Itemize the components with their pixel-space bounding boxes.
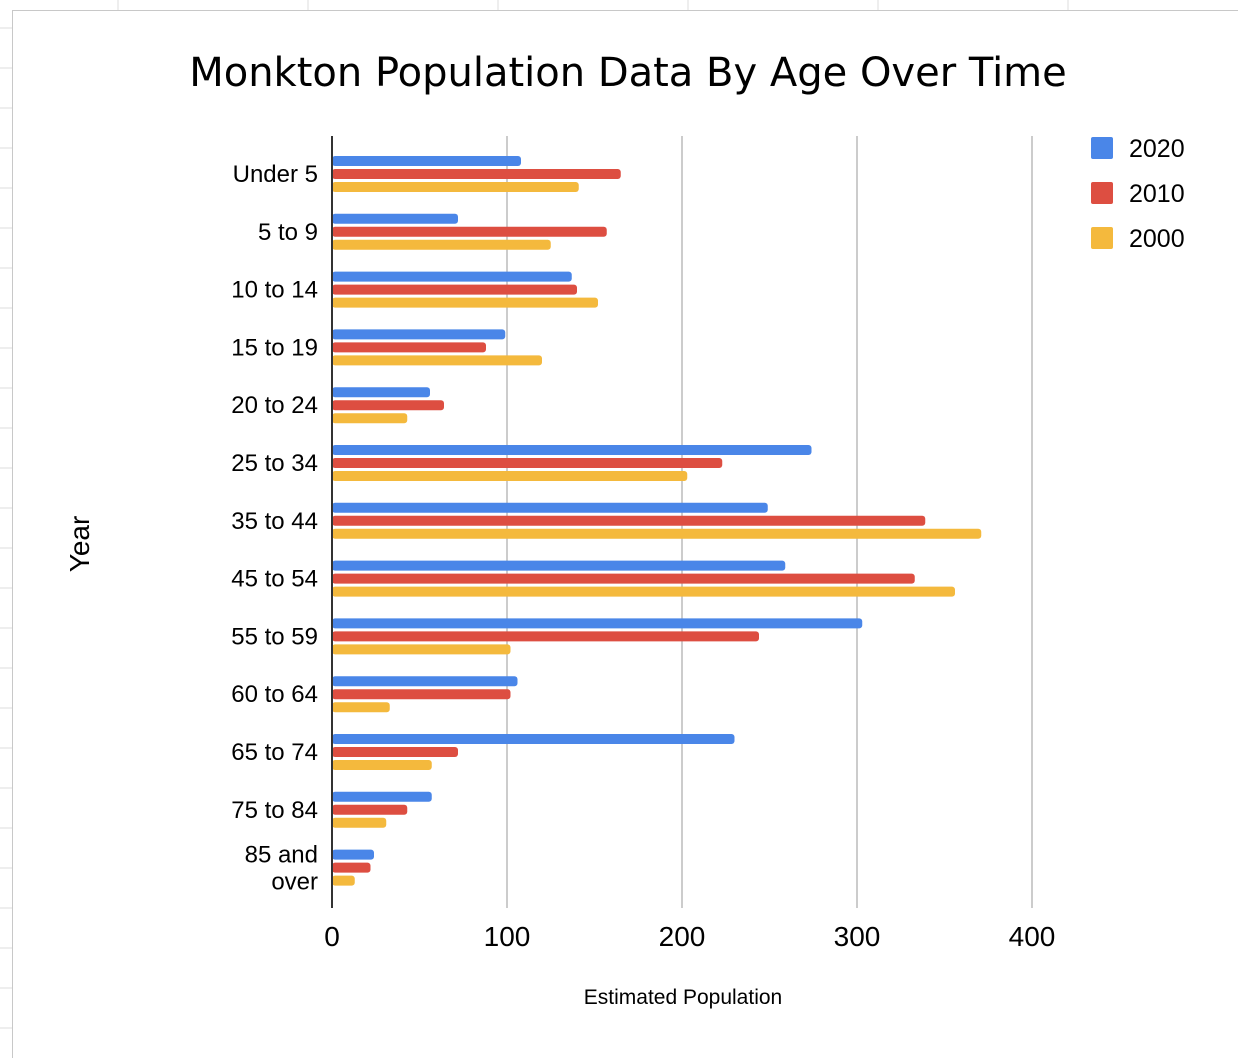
bar-2010-12[interactable] — [332, 862, 371, 873]
bar-2000-6[interactable] — [332, 528, 982, 539]
bar-2000-9[interactable] — [332, 702, 390, 713]
bar-2000-11[interactable] — [332, 817, 387, 828]
bar-2000-8[interactable] — [332, 644, 511, 655]
bar-2000-1[interactable] — [332, 239, 551, 250]
y-tick-labels: Under 5 5 to 9 10 to 14 15 to 19 20 to 24 25 … — [231, 161, 318, 896]
bar-2020-0[interactable] — [332, 156, 521, 166]
legend-swatch-2020 — [1091, 137, 1113, 159]
x-tick-label: 0 — [324, 921, 340, 952]
y-tick-label: 65 to 74 — [231, 739, 318, 766]
bar-2010-7[interactable] — [332, 573, 915, 584]
bar-2020-12[interactable] — [332, 849, 374, 860]
y-tick-label: 5 to 9 — [258, 219, 318, 246]
bar-2020-7[interactable] — [332, 560, 786, 571]
y-axis-title: Year — [64, 516, 95, 573]
bar-2010-10[interactable] — [332, 747, 458, 757]
bar-2000-2[interactable] — [332, 297, 598, 308]
bar-2020-6[interactable] — [332, 502, 768, 513]
bar-2020-11[interactable] — [332, 791, 432, 802]
y-tick-label: 45 to 54 — [231, 566, 318, 593]
y-tick-label: Under 5 — [233, 161, 318, 188]
bar-2020-9[interactable] — [332, 676, 518, 687]
bars — [332, 156, 982, 886]
y-tick-label: 15 to 19 — [231, 334, 318, 361]
bar-2000-10[interactable] — [332, 760, 432, 770]
y-tick-label: 25 to 34 — [231, 450, 318, 477]
x-axis-title: Estimated Population — [584, 986, 782, 1009]
bar-2010-2[interactable] — [332, 284, 577, 295]
y-tick-label: 10 to 14 — [231, 277, 318, 304]
legend: 2020 2010 2000 — [1091, 135, 1185, 253]
y-tick-label: 75 to 84 — [231, 797, 318, 824]
x-tick-label: 200 — [659, 921, 706, 952]
bar-2020-3[interactable] — [332, 329, 506, 340]
bar-2010-5[interactable] — [332, 458, 723, 468]
y-tick-label: 60 to 64 — [231, 681, 318, 708]
bar-2020-5[interactable] — [332, 445, 812, 455]
bar-2020-10[interactable] — [332, 734, 735, 744]
bar-2010-3[interactable] — [332, 342, 486, 353]
bar-2000-0[interactable] — [332, 182, 579, 192]
bar-2010-1[interactable] — [332, 226, 607, 237]
bar-2000-7[interactable] — [332, 586, 955, 597]
x-tick-label: 300 — [834, 921, 881, 952]
legend-swatch-2000 — [1091, 227, 1113, 249]
bar-2020-4[interactable] — [332, 387, 430, 398]
bar-2020-8[interactable] — [332, 618, 863, 629]
bar-2010-4[interactable] — [332, 400, 444, 411]
x-tick-label: 400 — [1009, 921, 1056, 952]
bar-2000-4[interactable] — [332, 413, 408, 424]
y-tick-label: 20 to 24 — [231, 392, 318, 419]
bar-2010-11[interactable] — [332, 804, 408, 815]
x-tick-labels: 0 100 200 300 400 — [324, 921, 1055, 952]
y-tick-label: 55 to 59 — [231, 623, 318, 650]
bar-2000-5[interactable] — [332, 471, 688, 481]
bar-2010-0[interactable] — [332, 169, 621, 179]
y-tick-label: 35 to 44 — [231, 508, 318, 535]
legend-swatch-2010 — [1091, 182, 1113, 204]
legend-label-2020: 2020 — [1129, 135, 1185, 163]
y-tick-label: 85 and over — [245, 842, 318, 896]
legend-label-2000: 2000 — [1129, 225, 1185, 253]
legend-label-2010: 2010 — [1129, 180, 1185, 208]
bar-2020-2[interactable] — [332, 271, 572, 282]
bar-2010-6[interactable] — [332, 515, 926, 526]
bar-2010-9[interactable] — [332, 689, 511, 700]
chart-title: Monkton Population Data By Age Over Time — [189, 50, 1067, 96]
bar-2000-3[interactable] — [332, 355, 542, 366]
bar-2000-12[interactable] — [332, 875, 355, 886]
x-tick-label: 100 — [484, 921, 531, 952]
bar-2020-1[interactable] — [332, 213, 458, 224]
bar-2010-8[interactable] — [332, 631, 759, 642]
